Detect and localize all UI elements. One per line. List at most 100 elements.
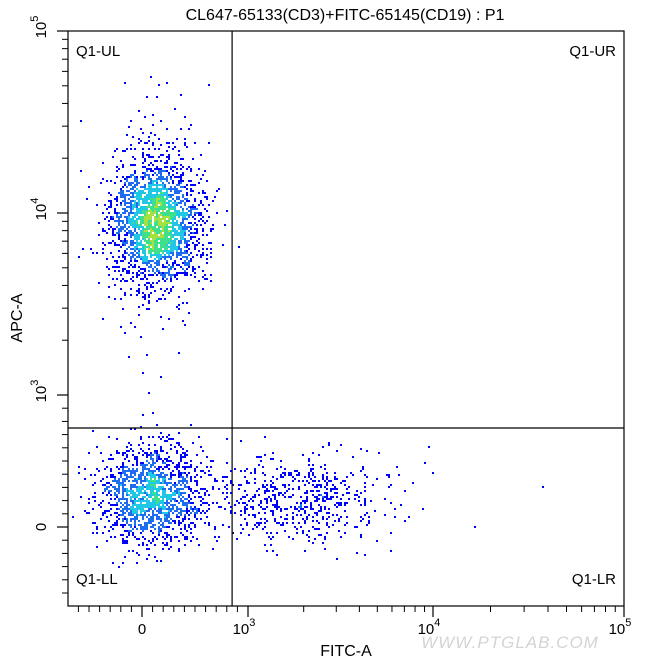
event-dot bbox=[184, 264, 186, 266]
event-dot bbox=[188, 234, 190, 236]
event-dot bbox=[218, 536, 220, 538]
event-dot bbox=[132, 240, 134, 242]
event-dot bbox=[124, 292, 126, 294]
event-dot bbox=[276, 504, 278, 506]
event-dot bbox=[262, 472, 264, 474]
event-dot bbox=[170, 194, 172, 196]
event-dot bbox=[190, 476, 192, 478]
event-dot bbox=[122, 526, 124, 528]
event-dot bbox=[326, 498, 328, 500]
event-dot bbox=[174, 536, 176, 538]
event-dot bbox=[92, 522, 94, 524]
event-dot bbox=[156, 168, 158, 170]
event-dot bbox=[142, 226, 144, 228]
event-dot bbox=[186, 250, 188, 252]
event-dot bbox=[114, 504, 116, 506]
event-dot bbox=[176, 248, 178, 250]
event-dot bbox=[124, 216, 126, 218]
event-dot bbox=[108, 286, 110, 288]
event-dot bbox=[166, 500, 168, 502]
event-dot bbox=[132, 204, 134, 206]
event-dot bbox=[172, 212, 174, 214]
event-dot bbox=[172, 166, 174, 168]
event-dot bbox=[324, 538, 326, 540]
event-dot bbox=[110, 204, 112, 206]
event-dot bbox=[170, 268, 172, 270]
event-dot bbox=[314, 500, 316, 502]
event-dot bbox=[172, 266, 174, 268]
event-dot bbox=[154, 506, 156, 508]
event-dot bbox=[160, 196, 162, 198]
event-dot bbox=[98, 234, 100, 236]
event-dot bbox=[340, 498, 342, 500]
event-dot bbox=[146, 500, 148, 502]
event-dot bbox=[192, 206, 194, 208]
event-dot bbox=[164, 508, 166, 510]
event-dot bbox=[128, 190, 130, 192]
event-dot bbox=[206, 196, 208, 198]
event-dot bbox=[282, 476, 284, 478]
event-dot bbox=[116, 212, 118, 214]
event-dot bbox=[162, 496, 164, 498]
event-dot bbox=[130, 258, 132, 260]
event-dot bbox=[166, 190, 168, 192]
event-dot bbox=[180, 232, 182, 234]
event-dot bbox=[388, 486, 390, 488]
event-dot bbox=[126, 502, 128, 504]
event-dot bbox=[150, 232, 152, 234]
event-dot bbox=[150, 236, 152, 238]
event-dot bbox=[262, 528, 264, 530]
event-dot bbox=[148, 502, 150, 504]
event-dot bbox=[170, 168, 172, 170]
event-dot bbox=[114, 212, 116, 214]
event-dot bbox=[112, 528, 114, 530]
event-dot bbox=[128, 490, 130, 492]
event-dot bbox=[130, 448, 132, 450]
event-dot bbox=[192, 492, 194, 494]
event-dot bbox=[154, 250, 156, 252]
event-dot bbox=[134, 248, 136, 250]
event-dot bbox=[312, 464, 314, 466]
event-dot bbox=[180, 522, 182, 524]
event-dot bbox=[136, 510, 138, 512]
event-dot bbox=[190, 206, 192, 208]
event-dot bbox=[150, 240, 152, 242]
event-dot bbox=[198, 280, 200, 282]
event-dot bbox=[188, 466, 190, 468]
event-dot bbox=[170, 444, 172, 446]
event-dot bbox=[164, 476, 166, 478]
event-dot bbox=[192, 184, 194, 186]
event-dot bbox=[168, 188, 170, 190]
event-dot bbox=[132, 276, 134, 278]
event-dot bbox=[128, 254, 130, 256]
event-dot bbox=[146, 230, 148, 232]
event-dot bbox=[132, 472, 134, 474]
event-dot bbox=[208, 242, 210, 244]
event-dot bbox=[242, 502, 244, 504]
event-dot bbox=[176, 184, 178, 186]
event-dot bbox=[158, 170, 160, 172]
event-dot bbox=[160, 258, 162, 260]
event-dot bbox=[138, 524, 140, 526]
event-dot bbox=[130, 218, 132, 220]
event-dot bbox=[368, 516, 370, 518]
event-dot bbox=[182, 520, 184, 522]
event-dot bbox=[226, 492, 228, 494]
event-dot bbox=[118, 256, 120, 258]
event-dot bbox=[156, 488, 158, 490]
event-dot bbox=[148, 454, 150, 456]
event-dot bbox=[134, 196, 136, 198]
event-dot bbox=[134, 204, 136, 206]
event-dot bbox=[188, 262, 190, 264]
event-dot bbox=[152, 518, 154, 520]
event-dot bbox=[180, 240, 182, 242]
event-dot bbox=[168, 214, 170, 216]
event-dot bbox=[130, 488, 132, 490]
event-dot bbox=[162, 186, 164, 188]
event-dot bbox=[308, 514, 310, 516]
event-dot bbox=[140, 192, 142, 194]
event-dot bbox=[132, 464, 134, 466]
event-dot bbox=[132, 242, 134, 244]
event-dot bbox=[182, 482, 184, 484]
event-dot bbox=[124, 194, 126, 196]
